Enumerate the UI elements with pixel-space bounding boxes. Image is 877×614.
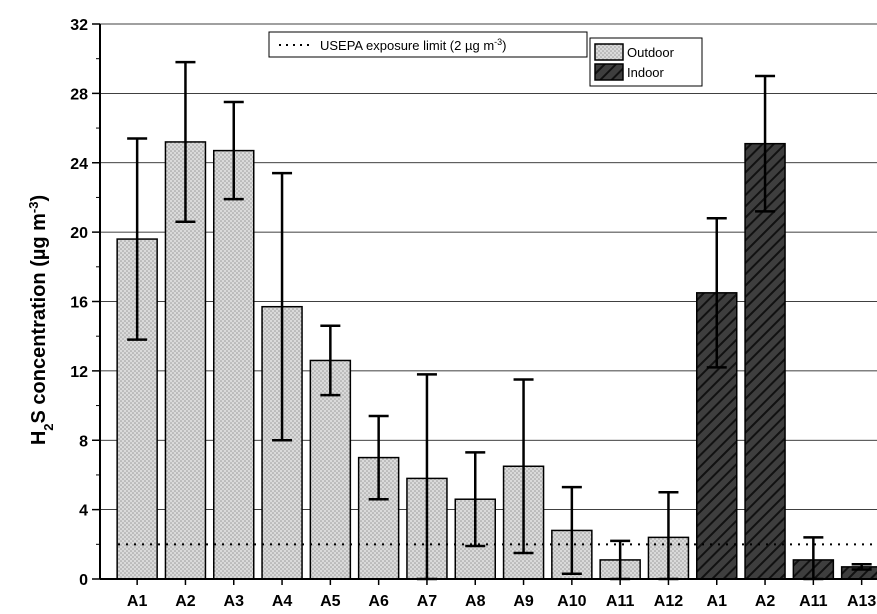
y-tick-label: 20	[70, 225, 88, 242]
legend-reference-label: USEPA exposure limit (2 µg m-3)	[320, 37, 507, 53]
x-tick-label: A2	[755, 593, 776, 610]
x-tick-label: A3	[224, 593, 245, 610]
y-axis-label: H2S concentration (µg m-3)	[26, 195, 56, 445]
x-tick-label: A5	[320, 593, 341, 610]
legend-indoor-label: Indoor	[627, 65, 665, 80]
legend-reference-box	[268, 31, 588, 58]
legend-outdoor-swatch	[594, 43, 624, 61]
x-tick-label: A4	[272, 593, 293, 610]
error-bars	[127, 60, 872, 581]
x-tick-label: A13	[847, 593, 876, 610]
x-tick-label: A12	[654, 593, 683, 610]
bars	[116, 141, 877, 580]
x-tick-label: A2	[175, 593, 196, 610]
x-tick-label: A11	[799, 593, 828, 610]
y-tick-label: 24	[70, 156, 88, 173]
y-tick-label: 4	[79, 503, 88, 520]
x-tick-label: A11	[606, 593, 635, 610]
legend-indoor-swatch	[594, 63, 624, 81]
x-tick-label: A6	[368, 593, 389, 610]
axes	[92, 23, 877, 585]
x-tick-label: A9	[513, 593, 534, 610]
bar-outdoor-a3	[213, 149, 255, 580]
y-tick-labels: 0 4 8 12 16 20 24 28 32	[70, 17, 88, 589]
y-tick-label: 0	[79, 572, 88, 589]
legend: USEPA exposure limit (2 µg m-3) Outdoor …	[268, 31, 703, 87]
x-tick-labels: A1 A2 A3 A4 A5 A6 A7 A8 A9 A10 A11 A12 A1 A2 A11 A13	[127, 593, 877, 610]
y-tick-label: 16	[70, 295, 88, 312]
y-tick-label: 32	[70, 17, 88, 34]
x-tick-label: A8	[465, 593, 486, 610]
x-tick-label: A1	[707, 593, 728, 610]
y-tick-label: 8	[79, 433, 88, 450]
x-tick-label: A10	[557, 593, 586, 610]
x-tick-label: A1	[127, 593, 148, 610]
y-tick-label: 12	[70, 364, 88, 381]
y-tick-label: 28	[70, 86, 88, 103]
bar-indoor-a2	[744, 142, 786, 580]
legend-outdoor-label: Outdoor	[627, 45, 675, 60]
x-tick-label: A7	[417, 593, 438, 610]
